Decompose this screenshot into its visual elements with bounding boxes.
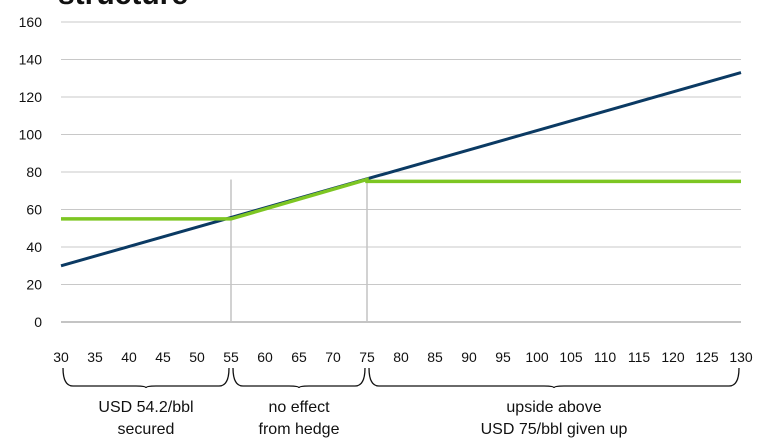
x-tick-label: 115 [628, 349, 651, 365]
bracket-label: no effect from hedge [223, 397, 375, 441]
y-tick-label: 120 [19, 89, 43, 105]
x-tick-label: 65 [291, 349, 307, 365]
y-tick-label: 140 [19, 52, 43, 68]
range-bracket [368, 367, 740, 389]
x-tick-label: 35 [87, 349, 103, 365]
hedged-price-line [61, 177, 741, 221]
bracket-label-line: no effect [268, 399, 330, 416]
y-tick-label: 160 [19, 14, 43, 30]
bracket-label: USD 54.2/bbl secured [53, 397, 239, 441]
bracket-label-line: from hedge [258, 421, 340, 438]
range-bracket [62, 367, 230, 389]
x-tick-label: 50 [189, 349, 205, 365]
bracket-label-line: upside above [506, 399, 602, 416]
x-tick-label: 110 [594, 349, 617, 365]
y-tick-label: 40 [26, 239, 42, 255]
x-tick-label: 130 [729, 349, 753, 365]
x-tick-label: 40 [121, 349, 137, 365]
x-tick-label: 125 [695, 349, 719, 365]
x-tick-label: 70 [325, 349, 341, 365]
y-tick-label: 60 [26, 202, 42, 218]
y-tick-label: 20 [26, 277, 42, 293]
x-tick-label: 45 [155, 349, 171, 365]
x-tick-label: 100 [525, 349, 549, 365]
x-tick-label: 55 [223, 349, 239, 365]
bracket-label-line: USD 75/bbl given up [480, 421, 628, 438]
y-tick-label: 100 [19, 127, 43, 143]
x-tick-label: 30 [53, 349, 69, 365]
x-tick-label: 95 [495, 349, 511, 365]
y-tick-label: 80 [26, 164, 42, 180]
bracket-label-line: secured [117, 421, 175, 438]
x-tick-label: 75 [359, 349, 375, 365]
x-tick-label: 90 [461, 349, 477, 365]
x-tick-label: 105 [559, 349, 583, 365]
y-tick-label: 0 [34, 314, 42, 330]
range-bracket [232, 367, 366, 389]
x-tick-label: 60 [257, 349, 273, 365]
x-tick-label: 85 [427, 349, 443, 365]
bracket-label: upside above USD 75/bbl given up [359, 397, 749, 441]
unhedged-price-line [60, 71, 742, 268]
chart-title: structure [58, 0, 188, 12]
x-tick-label: 80 [393, 349, 409, 365]
bracket-label-line: USD 54.2/bbl [98, 399, 194, 416]
x-tick-label: 120 [661, 349, 685, 365]
